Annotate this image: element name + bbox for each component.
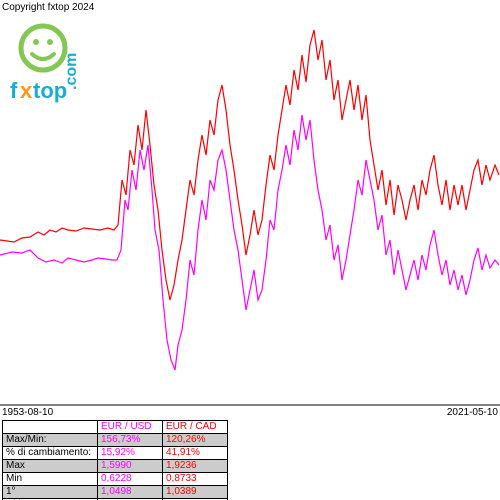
row-label: Max [3,460,98,473]
column-header-eurcad: EUR / CAD [163,421,228,434]
row-label: Min [3,473,98,486]
stat-value: 1,5990 [98,460,163,473]
empty-header-cell [3,421,98,434]
stat-value: 0,8733 [163,473,228,486]
stat-value: 156,73% [98,434,163,447]
table-row: Min0,62280,8733 [3,473,228,486]
table-row: Max/Min:156,73%120,26% [3,434,228,447]
stat-value: 1,9236 [163,460,228,473]
stat-value: 1,0498 [98,486,163,499]
stats-table: EUR / USD EUR / CAD Max/Min:156,73%120,2… [2,420,228,500]
stat-value: 41,91% [163,447,228,460]
exchange-rate-chart [0,0,500,410]
row-label: 1° [3,486,98,499]
x-axis-start-label: 1953-08-10 [2,407,53,418]
table-header-row: EUR / USD EUR / CAD [3,421,228,434]
row-label: Max/Min: [3,434,98,447]
row-label: % di cambiamento: [3,447,98,460]
stat-value: 0,6228 [98,473,163,486]
table-row: % di cambiamento:15,92%41,91% [3,447,228,460]
stat-value: 1,0389 [163,486,228,499]
series-line [0,115,499,370]
x-axis-end-label: 2021-05-10 [447,407,498,418]
stat-value: 15,92% [98,447,163,460]
stat-value: 120,26% [163,434,228,447]
table-row: Max1,59901,9236 [3,460,228,473]
copyright-text: Copyright fxtop 2024 [2,2,94,13]
table-row: 1°1,04981,0389 [3,486,228,499]
column-header-eurusd: EUR / USD [98,421,163,434]
